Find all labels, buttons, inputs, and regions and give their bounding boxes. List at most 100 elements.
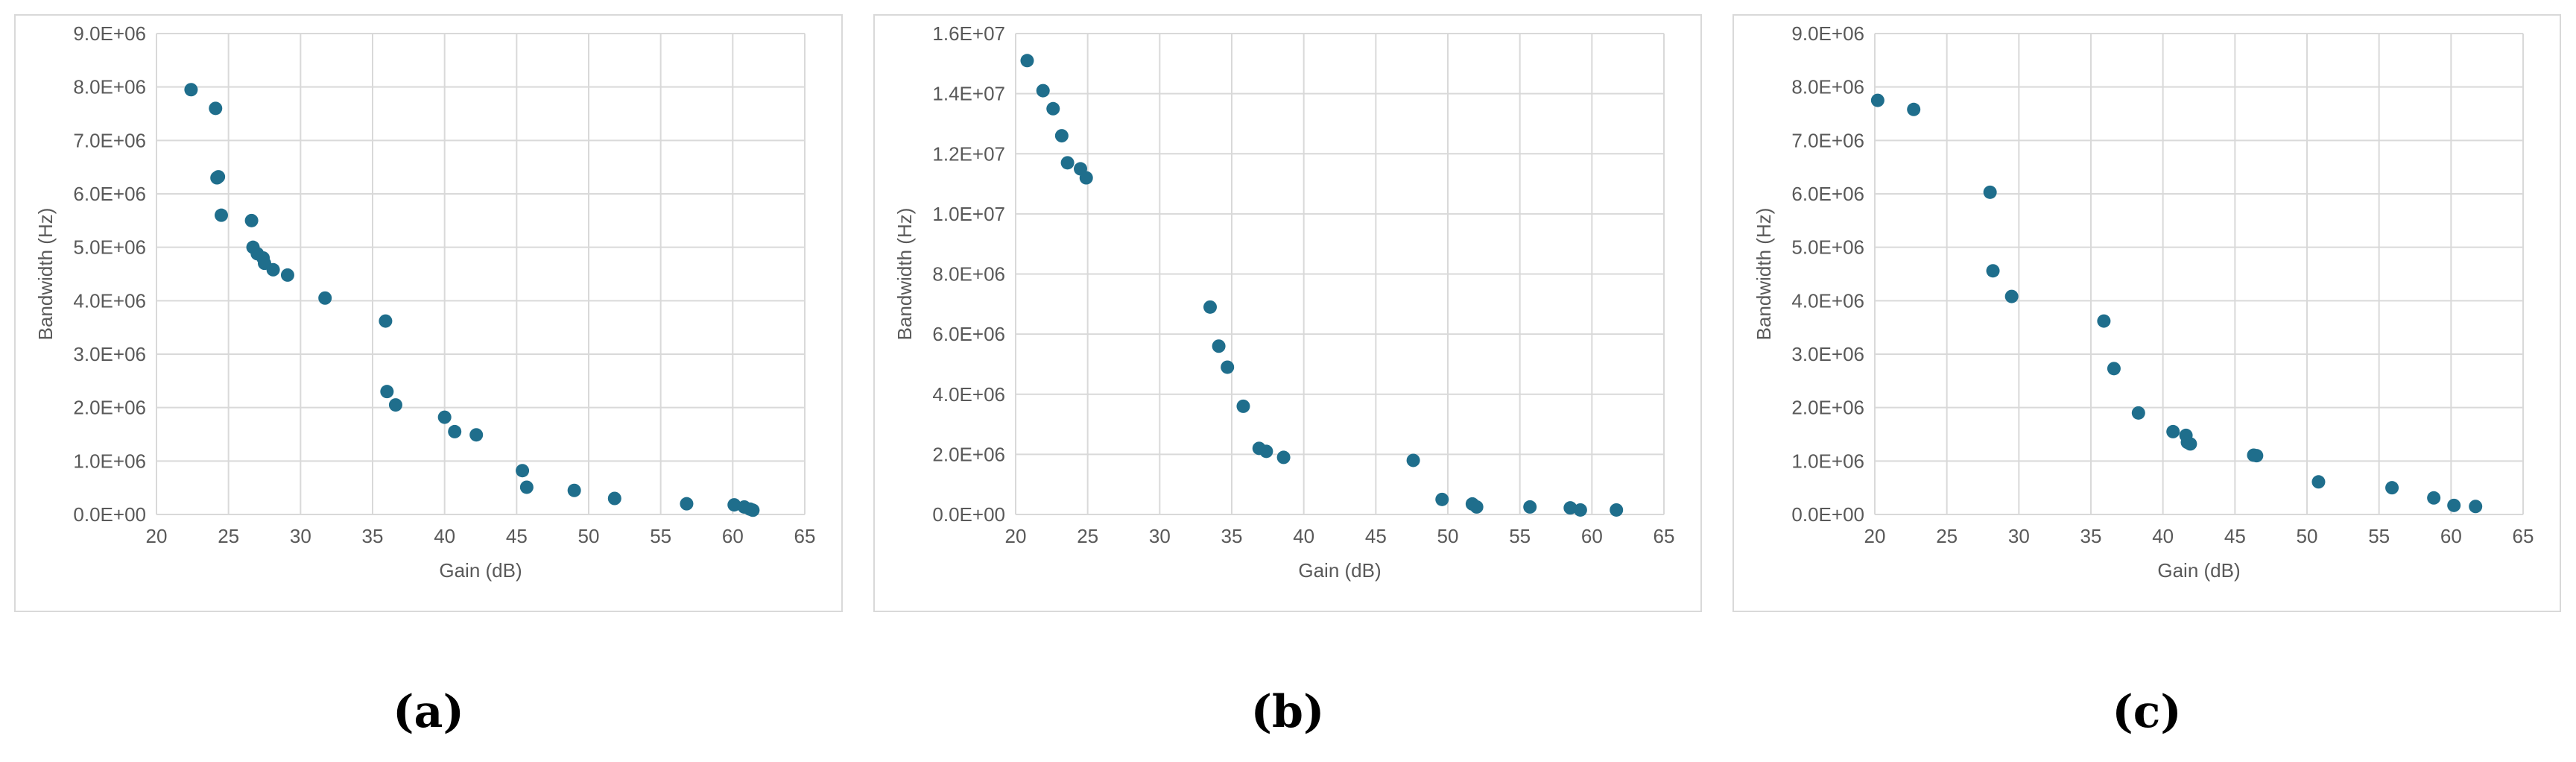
chart-border — [873, 14, 1702, 612]
data-point — [2166, 424, 2180, 438]
y-tick-label: 1.0E+06 — [1791, 450, 1864, 472]
x-tick-label: 45 — [506, 525, 528, 547]
chart-border — [1732, 14, 2561, 612]
panel-b: 0.0E+00 2.0E+06 4.0E+06 6.0E+06 8.0E+06 1.0E+… — [859, 0, 1716, 762]
y-tick-label: 3.0E+06 — [1791, 343, 1864, 365]
data-point — [2469, 500, 2483, 514]
data-point — [437, 410, 452, 424]
x-tick-label: 45 — [1365, 525, 1387, 547]
x-tick-label: 35 — [362, 525, 384, 547]
data-point — [1523, 500, 1537, 514]
x-tick-label: 55 — [1509, 525, 1531, 547]
y-tick-label: 2.0E+06 — [932, 443, 1005, 465]
x-tick-label: 65 — [1653, 525, 1675, 547]
data-point — [1986, 264, 2000, 278]
y-tick-label: 1.0E+07 — [932, 203, 1005, 225]
data-point — [2427, 491, 2441, 505]
data-point — [1236, 399, 1250, 413]
y-tick-label: 9.0E+06 — [1791, 22, 1864, 45]
y-tick-label: 7.0E+06 — [1791, 129, 1864, 151]
data-point — [2004, 289, 2019, 303]
data-point — [379, 314, 393, 328]
data-point — [469, 428, 484, 442]
data-point — [2183, 437, 2197, 451]
data-point — [1046, 101, 1060, 116]
data-point — [1203, 300, 1217, 314]
data-point — [448, 424, 462, 438]
data-point — [1079, 171, 1093, 185]
x-axis-title: Gain (dB) — [1298, 559, 1381, 582]
x-tick-label: 50 — [2297, 525, 2318, 547]
data-point — [1406, 453, 1420, 467]
data-point — [2447, 498, 2461, 512]
x-tick-label: 30 — [1149, 525, 1171, 547]
data-point — [516, 464, 530, 478]
panel-a: 0.0E+00 1.0E+06 2.0E+06 3.0E+06 4.0E+06 5.0E+… — [0, 0, 857, 762]
data-point — [2311, 475, 2326, 489]
data-point — [2097, 314, 2111, 328]
y-tick-label: 4.0E+06 — [932, 383, 1005, 406]
x-tick-label: 60 — [1581, 525, 1603, 547]
x-tick-label: 60 — [722, 525, 744, 547]
data-point — [1221, 360, 1235, 374]
data-point — [1259, 444, 1273, 459]
x-tick-label: 65 — [2513, 525, 2534, 547]
y-tick-label: 8.0E+06 — [1791, 76, 1864, 98]
y-tick-label: 3.0E+06 — [73, 343, 146, 365]
x-tick-label: 55 — [2368, 525, 2390, 547]
x-tick-label: 40 — [1293, 525, 1314, 547]
data-point — [1610, 503, 1624, 517]
y-tick-label: 5.0E+06 — [1791, 236, 1864, 259]
data-point — [266, 262, 280, 277]
y-tick-label: 6.0E+06 — [1791, 183, 1864, 205]
panel-label-b: (b) — [1250, 686, 1325, 738]
data-point — [727, 498, 741, 512]
data-point — [215, 208, 228, 222]
y-tick-label: 4.0E+06 — [73, 289, 146, 312]
data-point — [380, 385, 394, 399]
data-point — [746, 503, 760, 517]
scatter-chart-a: 0.0E+00 1.0E+06 2.0E+06 3.0E+06 4.0E+06 5.0E+… — [14, 14, 843, 612]
y-tick-label: 4.0E+06 — [1791, 289, 1864, 312]
panel-c: 0.0E+00 1.0E+06 2.0E+06 3.0E+06 4.0E+06 5.0E+… — [1718, 0, 2575, 762]
data-point — [2250, 449, 2264, 463]
data-point — [680, 497, 694, 511]
data-point — [209, 101, 223, 116]
y-axis-title: Bandwidth (Hz) — [34, 208, 57, 341]
data-point — [1276, 450, 1291, 465]
y-tick-label: 0.0E+00 — [932, 503, 1005, 526]
y-tick-label: 8.0E+06 — [73, 76, 146, 98]
y-axis-title: Bandwidth (Hz) — [893, 208, 916, 341]
y-tick-label: 6.0E+06 — [932, 323, 1005, 345]
x-tick-label: 20 — [146, 525, 168, 547]
data-point — [1036, 84, 1050, 98]
data-point — [1054, 129, 1069, 143]
data-point — [1020, 54, 1034, 68]
x-axis-title: Gain (dB) — [2157, 559, 2240, 582]
x-tick-label: 65 — [794, 525, 816, 547]
y-tick-label: 0.0E+00 — [1791, 503, 1864, 526]
y-tick-label: 0.0E+00 — [73, 503, 146, 526]
y-axis-title: Bandwidth (Hz) — [1753, 208, 1775, 341]
y-tick-label: 2.0E+06 — [73, 397, 146, 419]
y-tick-label: 9.0E+06 — [73, 22, 146, 45]
data-point — [1870, 93, 1884, 107]
x-tick-label: 35 — [2080, 525, 2102, 547]
y-tick-label: 7.0E+06 — [73, 129, 146, 151]
y-tick-label: 8.0E+06 — [932, 263, 1005, 286]
x-tick-label: 20 — [1864, 525, 1886, 547]
x-tick-label: 50 — [1437, 525, 1459, 547]
data-point — [519, 480, 534, 494]
y-tick-label: 1.6E+07 — [932, 22, 1005, 45]
data-point — [388, 398, 402, 412]
data-point — [212, 170, 226, 184]
x-tick-label: 25 — [1936, 525, 1958, 547]
x-tick-label: 55 — [650, 525, 671, 547]
x-tick-label: 25 — [218, 525, 239, 547]
data-point — [280, 268, 294, 282]
data-point — [1435, 492, 1449, 506]
data-point — [244, 213, 259, 227]
y-tick-label: 2.0E+06 — [1791, 397, 1864, 419]
y-tick-label: 6.0E+06 — [73, 183, 146, 205]
x-tick-label: 40 — [2152, 525, 2174, 547]
